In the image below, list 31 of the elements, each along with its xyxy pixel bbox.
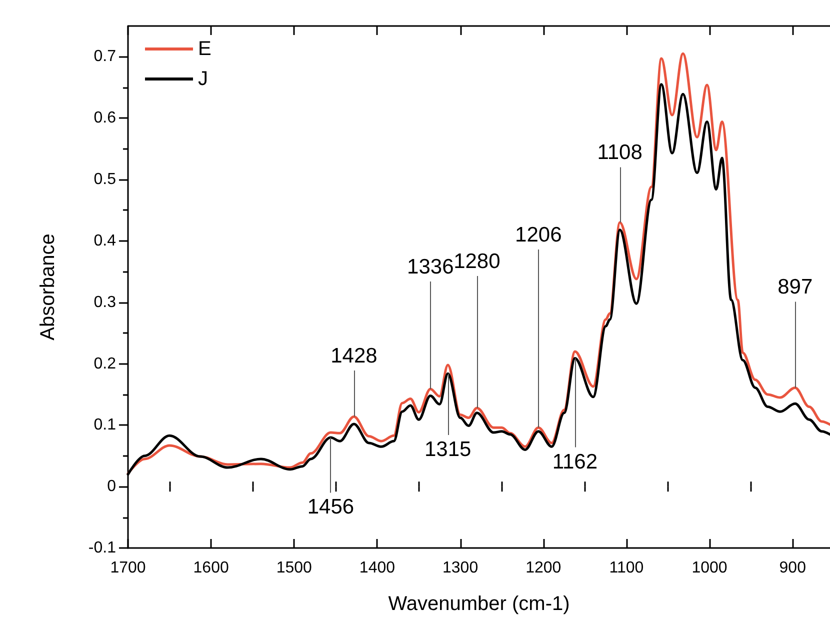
- x-tick-label: 1500: [276, 560, 312, 576]
- annotation: 1456: [307, 496, 354, 519]
- x-tick-label: 1700: [110, 560, 146, 576]
- y-tick-label: 0.2: [94, 355, 116, 372]
- x-tick-label: 1400: [359, 560, 396, 576]
- y-tick-label: 0.1: [94, 416, 116, 434]
- annotation: 897: [778, 276, 813, 299]
- annotation: 1162: [552, 450, 598, 474]
- y-tick-label: 0.3: [94, 294, 116, 311]
- x-tick-label: 1200: [526, 560, 562, 576]
- annotation: 1108: [597, 141, 642, 164]
- x-tick-label: 1600: [193, 560, 229, 576]
- x-tick-label: 1000: [692, 560, 728, 576]
- y-tick-label: 0.4: [94, 232, 116, 250]
- x-axis-title: Wavenumber (cm-1): [388, 593, 570, 615]
- legend-label: E: [198, 38, 212, 60]
- y-tick-label: 0.6: [94, 110, 116, 127]
- y-tick-label: 0.5: [94, 171, 116, 188]
- x-tick-label: 900: [779, 560, 806, 576]
- x-tick-label: 1300: [442, 560, 478, 576]
- y-axis-title: Absorbance: [37, 234, 59, 340]
- legend-label: J: [198, 68, 208, 90]
- annotation: 1206: [515, 224, 562, 247]
- y-tick-label: 0: [107, 478, 116, 496]
- annotation: 1336: [407, 255, 454, 278]
- annotation: 1315: [424, 438, 472, 461]
- annotation: 1428: [330, 344, 378, 368]
- y-tick-label: -0.1: [88, 540, 116, 556]
- annotation: 1280: [454, 250, 500, 273]
- y-tick-label: 0.7: [94, 48, 116, 66]
- x-tick-label: 1100: [609, 560, 644, 576]
